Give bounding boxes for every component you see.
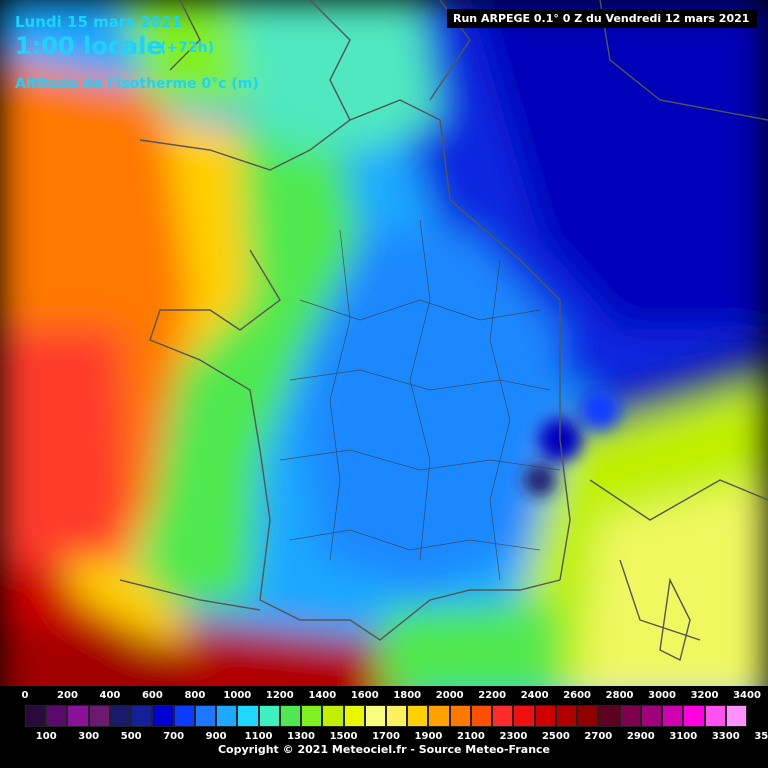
legend-swatch	[322, 705, 344, 727]
legend-swatch	[343, 705, 365, 727]
legend-swatch	[704, 705, 726, 727]
legend-tick-label: 2400	[520, 690, 549, 701]
legend-tick-label: 2900	[626, 731, 655, 742]
color-legend: 0 200 400 600 800 1000 1200 1400 1600 1800 2000 220…	[0, 686, 768, 768]
legend-tick-label: 1800	[393, 690, 422, 701]
legend-swatch	[364, 705, 386, 727]
legend-swatch	[407, 705, 429, 727]
legend-tick-label: 3400	[733, 690, 761, 701]
legend-tick-label: 2500	[541, 731, 570, 742]
legend-swatch	[492, 705, 514, 727]
legend-tick-label: 2000	[435, 690, 464, 701]
legend-swatch	[152, 705, 174, 727]
legend-swatch	[640, 705, 663, 727]
legend-swatch	[470, 705, 493, 727]
legend-swatch	[449, 705, 471, 727]
legend-tick-label: 3100	[669, 731, 698, 742]
legend-tick-label: 3000	[648, 690, 676, 701]
legend-swatch	[46, 705, 68, 727]
legend-swatch	[725, 705, 747, 727]
legend-swatch	[258, 705, 280, 727]
legend-swatch	[513, 705, 535, 727]
lead-time-label: (+72h)	[160, 40, 214, 56]
legend-tick-label: 1300	[287, 731, 315, 742]
legend-swatch	[88, 705, 110, 727]
legend-tick-label: 300	[78, 731, 100, 742]
run-info-label: Run ARPEGE 0.1° 0 Z du Vendredi 12 mars …	[447, 9, 757, 28]
legend-swatch	[173, 705, 195, 727]
legend-swatch	[301, 705, 323, 727]
legend-swatch	[534, 705, 556, 727]
legend-swatch	[67, 705, 89, 727]
legend-tick-label: 3500	[754, 731, 768, 742]
legend-swatch	[131, 705, 153, 727]
legend-tick-label: 1000	[223, 690, 252, 701]
legend-tick-label: 700	[163, 731, 185, 742]
legend-swatch	[25, 705, 47, 727]
legend-tick-label: 1500	[329, 731, 358, 742]
legend-swatch	[555, 705, 578, 727]
legend-tick-label: 1100	[244, 731, 273, 742]
legend-tick-label: 2200	[478, 690, 507, 701]
legend-swatch	[194, 705, 217, 727]
legend-swatch	[619, 705, 641, 727]
legend-tick-label: 3300	[711, 731, 740, 742]
parameter-label: Altitude de l'isotherme 0°c (m)	[15, 76, 259, 92]
legend-swatch	[237, 705, 259, 727]
time-label: 1:00 locale	[15, 32, 163, 60]
legend-tick-label: 600	[141, 690, 163, 701]
legend-swatch	[577, 705, 599, 727]
legend-tick-label: 500	[120, 731, 142, 742]
legend-tick-label: 0	[21, 690, 29, 701]
legend-swatch	[428, 705, 450, 727]
legend-swatches	[25, 705, 747, 727]
legend-tick-label: 2300	[499, 731, 528, 742]
legend-tick-label: 1700	[372, 731, 400, 742]
legend-tick-label: 3200	[690, 690, 719, 701]
legend-swatch	[683, 705, 705, 727]
legend-tick-label: 1600	[350, 690, 379, 701]
legend-tick-label: 2100	[457, 731, 485, 742]
legend-tick-label: 2700	[584, 731, 613, 742]
legend-tick-label: 100	[35, 731, 57, 742]
legend-swatch	[279, 705, 302, 727]
copyright-label: Copyright © 2021 Meteociel.fr - Source M…	[217, 743, 551, 756]
legend-tick-label: 200	[57, 690, 78, 701]
legend-tick-label: 1900	[414, 731, 443, 742]
legend-swatch	[216, 705, 238, 727]
legend-tick-label: 900	[205, 731, 227, 742]
legend-tick-label: 1400	[308, 690, 337, 701]
legend-swatch	[109, 705, 132, 727]
borders	[119, 0, 768, 662]
legend-tick-label: 2800	[605, 690, 634, 701]
legend-swatch	[598, 705, 620, 727]
legend-swatch	[662, 705, 684, 727]
departments	[279, 219, 561, 581]
legend-swatch	[385, 705, 408, 727]
date-label: Lundi 15 mars 2021	[15, 13, 183, 31]
legend-tick-label: 1200	[265, 690, 294, 701]
legend-tick-label: 400	[99, 690, 121, 701]
legend-tick-label: 800	[184, 690, 206, 701]
legend-tick-label: 2600	[563, 690, 592, 701]
